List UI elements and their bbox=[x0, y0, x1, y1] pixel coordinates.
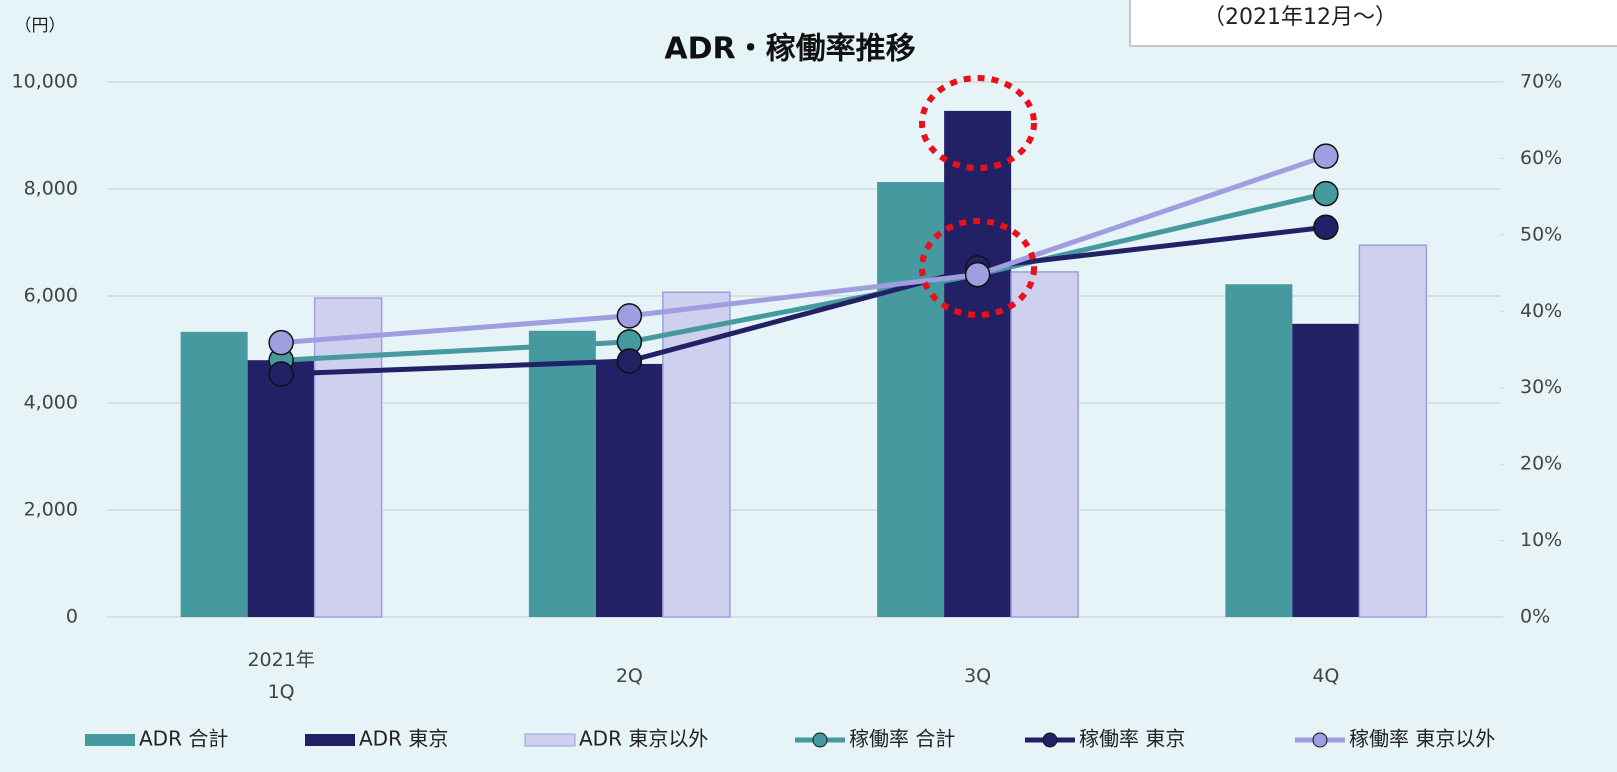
legend-swatch bbox=[1042, 732, 1058, 748]
marker bbox=[268, 361, 294, 387]
legend-swatch bbox=[1312, 732, 1328, 748]
y2-tick-label: 20% bbox=[1520, 453, 1562, 475]
legend-label: 稼働率 東京 bbox=[1079, 727, 1185, 751]
bar bbox=[313, 297, 383, 618]
line bbox=[280, 153, 1327, 346]
bar bbox=[1358, 244, 1428, 618]
highlight-circle bbox=[919, 75, 1037, 171]
bar bbox=[877, 182, 945, 618]
chart-title: ADR・稼働率推移 bbox=[664, 32, 915, 67]
legend-swatch bbox=[812, 732, 828, 748]
annotation: （2021年12月～） bbox=[1203, 5, 1397, 30]
bar bbox=[662, 291, 731, 618]
y-tick-label: 2,000 bbox=[24, 499, 78, 521]
bar bbox=[180, 331, 248, 617]
y2-tick-label: 30% bbox=[1520, 376, 1562, 398]
highlight-circle bbox=[919, 218, 1037, 318]
y2-tick-label: 60% bbox=[1520, 147, 1562, 169]
legend-label: 稼働率 東京以外 bbox=[1349, 727, 1495, 751]
y2-tick-label: 50% bbox=[1520, 223, 1562, 245]
y-tick-label: 6,000 bbox=[24, 285, 78, 307]
y2-tick-label: 10% bbox=[1520, 529, 1562, 551]
y-tick-label: 8,000 bbox=[24, 178, 78, 200]
marker bbox=[964, 261, 991, 288]
legend-swatch bbox=[85, 734, 135, 746]
y2-tick-label: 40% bbox=[1520, 300, 1562, 322]
bar bbox=[528, 330, 596, 617]
x-tick-label: 2Q bbox=[615, 665, 643, 687]
marker bbox=[1313, 180, 1339, 207]
y2-tick-label: 70% bbox=[1520, 71, 1562, 93]
legend-label: ADR 東京 bbox=[359, 727, 448, 751]
legend-label: 稼働率 合計 bbox=[849, 727, 955, 751]
x-tick-label: 3Q bbox=[964, 665, 992, 687]
y-tick-label: 10,000 bbox=[12, 71, 78, 93]
annotation-box bbox=[1129, 0, 1617, 47]
marker bbox=[616, 303, 643, 329]
bar bbox=[595, 363, 663, 617]
marker bbox=[616, 348, 643, 374]
bar bbox=[1292, 323, 1360, 617]
legend-label: ADR 東京以外 bbox=[579, 727, 708, 751]
marker bbox=[1313, 214, 1339, 240]
unit-label: （円） bbox=[15, 16, 66, 36]
line bbox=[280, 191, 1327, 363]
legend-swatch bbox=[524, 733, 576, 747]
marker bbox=[1313, 143, 1339, 169]
bar bbox=[1010, 271, 1079, 618]
legend-label: ADR 合計 bbox=[139, 727, 228, 751]
bar bbox=[944, 110, 1012, 617]
x-tick-label: 2021年 1Q bbox=[247, 649, 315, 703]
legend-swatch bbox=[305, 734, 355, 746]
y-tick-label: 0 bbox=[66, 606, 78, 628]
x-tick-label: 4Q bbox=[1312, 665, 1340, 687]
marker bbox=[268, 329, 294, 356]
bar bbox=[1225, 284, 1293, 617]
y2-tick-label: 0% bbox=[1520, 606, 1550, 628]
y-tick-label: 4,000 bbox=[24, 392, 78, 414]
line bbox=[281, 224, 1327, 377]
bar bbox=[247, 360, 315, 617]
